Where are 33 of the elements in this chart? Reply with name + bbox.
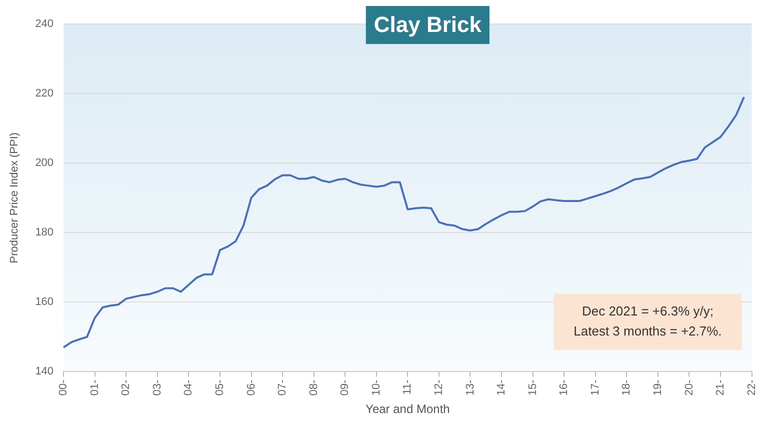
x-tick-label: 00-	[58, 379, 70, 396]
x-tick-label: 04-	[182, 379, 195, 396]
y-tick-label: 160	[35, 296, 54, 308]
x-tick-label: 18-	[620, 379, 633, 396]
x-tick-label: 20-	[683, 379, 696, 396]
x-tick-label: 07-	[276, 379, 289, 396]
y-tick-label: 240	[35, 18, 54, 30]
x-tick-label: 15-	[526, 379, 539, 396]
x-tick-label: 03-	[151, 379, 164, 396]
y-tick-label: 200	[35, 157, 54, 170]
y-tick-label: 140	[35, 366, 54, 378]
x-axis-title: Year and Month	[366, 402, 450, 416]
x-tick-label: 01-	[88, 379, 101, 396]
x-tick-label: 05-	[214, 379, 226, 396]
x-tick-label: 14-	[496, 379, 508, 396]
x-tick-label: 13-	[464, 379, 476, 396]
y-tick-label: 220	[35, 88, 54, 100]
x-tick-label: 19-	[652, 379, 664, 396]
x-tick-label: 02-	[120, 379, 132, 396]
x-tick-label: 17-	[589, 379, 602, 396]
x-tick-label: 21-	[714, 379, 727, 396]
x-tick-label: 16-	[558, 379, 570, 396]
x-tick-label: 11-	[402, 379, 414, 395]
y-tick-label: 180	[35, 226, 54, 239]
x-tick-label: 10-	[370, 379, 382, 396]
x-tick-label: 22-	[746, 379, 758, 396]
annotation: Dec 2021 = +6.3% y/y; Latest 3 months = +2.7%.	[574, 303, 722, 338]
chart-title: Clay Brick	[374, 12, 482, 38]
x-tick-label: 08-	[308, 379, 320, 396]
x-tick-label: 06-	[245, 379, 258, 396]
x-tick-label: 12-	[432, 379, 445, 396]
y-axis-title: Producer Price Index (PPI)	[8, 132, 21, 264]
x-tick-label: 09-	[339, 379, 352, 396]
